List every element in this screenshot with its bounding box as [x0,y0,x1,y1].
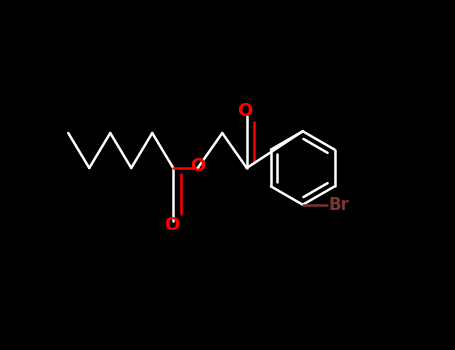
Text: O: O [164,216,179,234]
Text: Br: Br [329,196,349,214]
Text: O: O [238,102,253,120]
Text: O: O [190,157,205,175]
